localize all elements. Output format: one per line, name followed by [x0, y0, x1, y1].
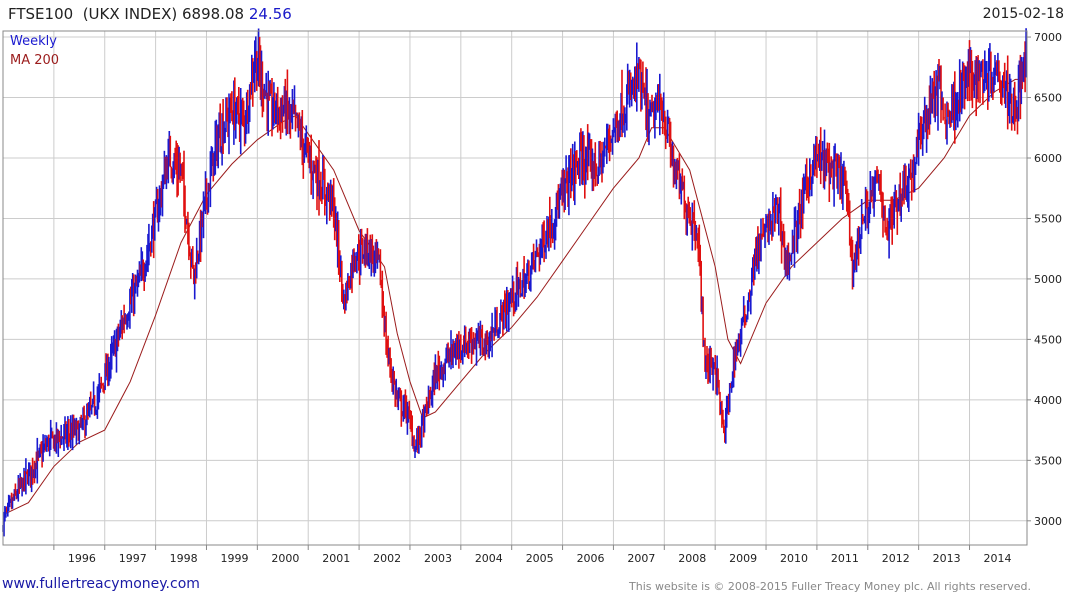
- x-tick-label: 2002: [373, 552, 401, 565]
- legend-ma200: MA 200: [10, 53, 59, 68]
- price-change: 24.56: [248, 5, 292, 23]
- x-tick-label: 2012: [882, 552, 910, 565]
- x-tick-label: 2003: [424, 552, 452, 565]
- y-tick-label: 5000: [1034, 273, 1062, 286]
- x-tick-label: 2013: [933, 552, 961, 565]
- y-tick-label: 7000: [1034, 31, 1062, 44]
- y-tick-label: 4000: [1034, 394, 1062, 407]
- plot-frame: [2, 30, 1028, 546]
- y-axis: 3000 3500 4000 4500 5000 5500 6000 6500 7000: [1027, 31, 1062, 528]
- weekly-bars: [2, 28, 1027, 537]
- x-tick-label: 2000: [271, 552, 299, 565]
- y-tick-label: 6500: [1034, 92, 1062, 105]
- index-name: (UKX INDEX): [82, 5, 178, 23]
- x-tick-label: 2007: [627, 552, 655, 565]
- site-link[interactable]: www.fullertreacymoney.com: [2, 576, 200, 592]
- y-tick-label: 3500: [1034, 454, 1062, 467]
- symbol: FTSE100: [8, 5, 74, 23]
- y-tick-label: 6000: [1034, 152, 1062, 165]
- last-price: 6898.08: [182, 5, 245, 23]
- x-tick-label: 1996: [68, 552, 96, 565]
- grid-lines: [3, 31, 1027, 545]
- chart-header: FTSE100 (UKX INDEX) 6898.08 24.56: [8, 5, 292, 23]
- x-tick-label: 2006: [577, 552, 605, 565]
- x-tick-label: 2011: [831, 552, 859, 565]
- x-tick-label: 2005: [526, 552, 554, 565]
- copyright-notice: This website is © 2008-2015 Fuller Treac…: [629, 580, 1031, 593]
- x-tick-label: 2004: [475, 552, 503, 565]
- x-tick-label: 2009: [729, 552, 757, 565]
- chart-date: 2015-02-18: [982, 6, 1064, 22]
- x-tick-label: 2014: [984, 552, 1012, 565]
- x-tick-label: 2010: [780, 552, 808, 565]
- x-tick-label: 1997: [119, 552, 147, 565]
- y-tick-label: 3000: [1034, 515, 1062, 528]
- x-axis: 1996 1997 1998 1999 2000 2001 2002 2003 2004 2005…: [53, 545, 1012, 565]
- ma200-line: [2, 78, 1026, 516]
- y-tick-label: 4500: [1034, 333, 1062, 346]
- y-tick-label: 5500: [1034, 212, 1062, 225]
- legend-weekly: Weekly: [10, 34, 57, 49]
- x-tick-label: 1999: [220, 552, 248, 565]
- x-tick-label: 1998: [170, 552, 198, 565]
- x-tick-label: 2001: [322, 552, 350, 565]
- ma-layer: [2, 78, 1026, 516]
- x-tick-label: 2008: [678, 552, 706, 565]
